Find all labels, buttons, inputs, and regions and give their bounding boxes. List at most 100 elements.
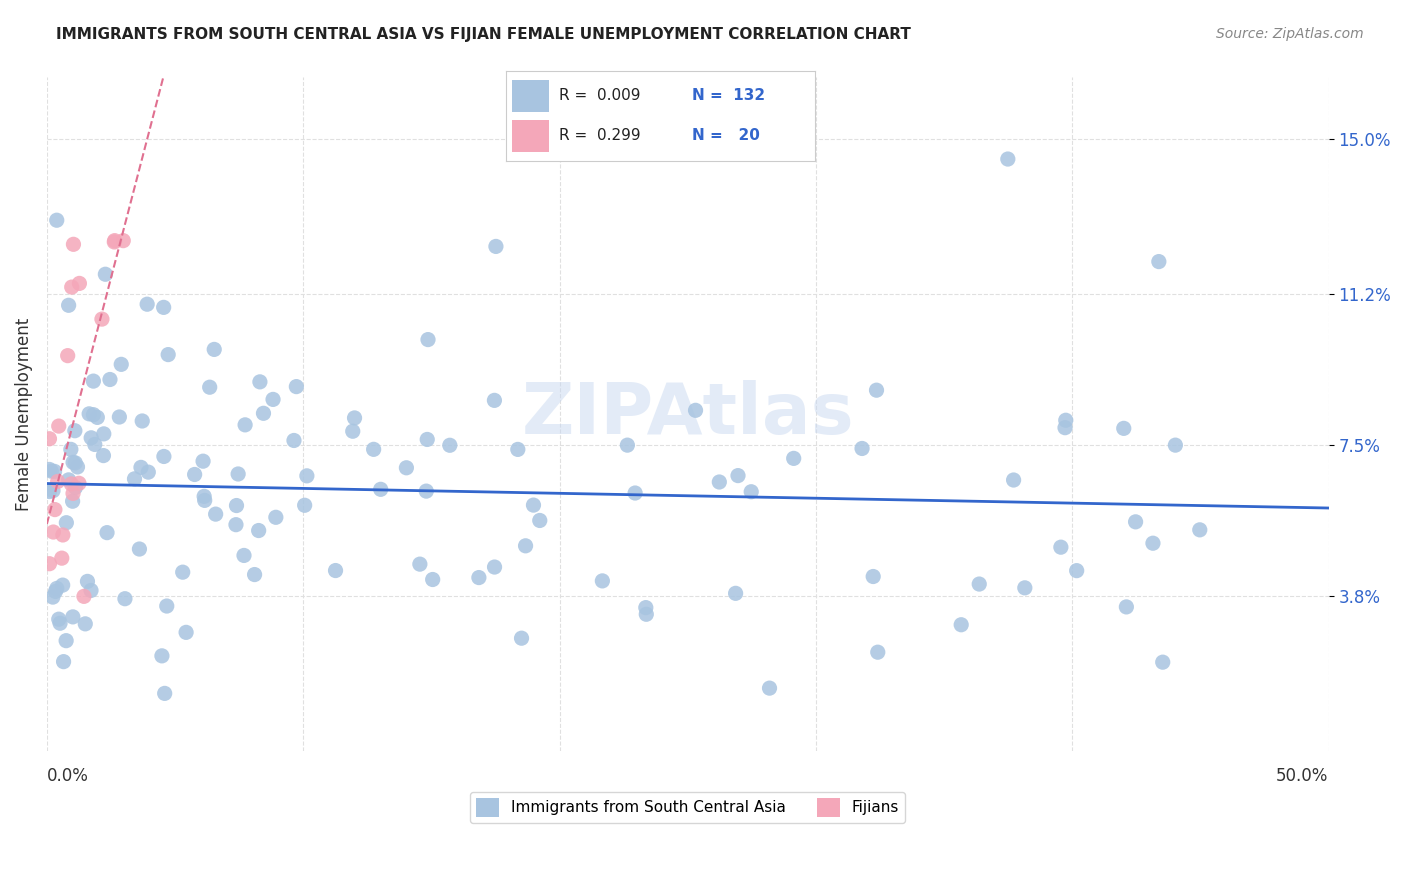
Immigrants from South Central Asia [468,571,491,585]
Immigrants from South Central Asia [1014,581,1036,595]
Immigrants from South Central Asia [55,516,77,530]
Text: R =  0.009: R = 0.009 [558,88,640,103]
Text: 0.0%: 0.0% [46,767,89,786]
Fijians [60,477,83,491]
Fijians [52,528,75,542]
Immigrants from South Central Asia [709,475,731,489]
Immigrants from South Central Asia [48,612,70,626]
Fijians [67,277,90,291]
Immigrants from South Central Asia [484,560,506,574]
Fijians [62,486,84,500]
Immigrants from South Central Asia [515,539,537,553]
Immigrants from South Central Asia [52,578,75,592]
Immigrants from South Central Asia [65,481,87,495]
Immigrants from South Central Asia [83,437,105,451]
Immigrants from South Central Asia [343,411,366,425]
Immigrants from South Central Asia [1152,655,1174,669]
Immigrants from South Central Asia [124,472,146,486]
Immigrants from South Central Asia [416,333,439,347]
Immigrants from South Central Asia [93,449,115,463]
Immigrants from South Central Asia [1147,254,1170,268]
Immigrants from South Central Asia [58,298,80,312]
Immigrants from South Central Asia [294,498,316,512]
Immigrants from South Central Asia [225,499,247,513]
Immigrants from South Central Asia [80,431,103,445]
Immigrants from South Central Asia [415,484,437,499]
Immigrants from South Central Asia [45,213,67,227]
Immigrants from South Central Asia [1115,599,1137,614]
Immigrants from South Central Asia [183,467,205,482]
Immigrants from South Central Asia [80,583,103,598]
Legend: Immigrants from South Central Asia, Fijians: Immigrants from South Central Asia, Fiji… [470,792,905,822]
Immigrants from South Central Asia [62,455,84,469]
Immigrants from South Central Asia [77,407,100,421]
Immigrants from South Central Asia [62,610,84,624]
Immigrants from South Central Asia [1053,420,1076,434]
Fijians [67,476,90,491]
Immigrants from South Central Asia [41,464,63,478]
Immigrants from South Central Asia [52,655,75,669]
Immigrants from South Central Asia [1164,438,1187,452]
Immigrants from South Central Asia [950,617,973,632]
Immigrants from South Central Asia [1125,515,1147,529]
Immigrants from South Central Asia [66,459,89,474]
Immigrants from South Central Asia [522,498,544,512]
Text: IMMIGRANTS FROM SOUTH CENTRAL ASIA VS FIJIAN FEMALE UNEMPLOYMENT CORRELATION CHA: IMMIGRANTS FROM SOUTH CENTRAL ASIA VS FI… [56,27,911,42]
Immigrants from South Central Asia [243,567,266,582]
Immigrants from South Central Asia [82,408,104,422]
Immigrants from South Central Asia [58,473,80,487]
Immigrants from South Central Asia [152,301,174,315]
Text: Source: ZipAtlas.com: Source: ZipAtlas.com [1216,27,1364,41]
Immigrants from South Central Asia [485,239,508,253]
Immigrants from South Central Asia [1054,413,1077,427]
FancyBboxPatch shape [512,80,550,112]
Fijians [112,234,135,248]
Immigrants from South Central Asia [264,510,287,524]
Text: N =   20: N = 20 [692,128,759,143]
Immigrants from South Central Asia [616,438,638,452]
Immigrants from South Central Asia [624,486,647,500]
Immigrants from South Central Asia [370,483,392,497]
Immigrants from South Central Asia [865,383,887,397]
Immigrants from South Central Asia [591,574,613,588]
Immigrants from South Central Asia [226,467,249,481]
Immigrants from South Central Asia [156,599,179,613]
Immigrants from South Central Asia [150,648,173,663]
Immigrants from South Central Asia [98,372,121,386]
Immigrants from South Central Asia [409,557,432,571]
Text: 50.0%: 50.0% [1277,767,1329,786]
Immigrants from South Central Asia [247,524,270,538]
Immigrants from South Central Asia [202,343,225,357]
Immigrants from South Central Asia [93,426,115,441]
Immigrants from South Central Asia [740,484,762,499]
Immigrants from South Central Asia [967,577,990,591]
Immigrants from South Central Asia [75,616,97,631]
Immigrants from South Central Asia [198,380,221,394]
Immigrants from South Central Asia [342,424,364,438]
Immigrants from South Central Asia [233,549,256,563]
Immigrants from South Central Asia [283,434,305,448]
Immigrants from South Central Asia [63,424,86,438]
Immigrants from South Central Asia [506,442,529,457]
Immigrants from South Central Asia [131,414,153,428]
Immigrants from South Central Asia [233,417,256,432]
Immigrants from South Central Asia [204,507,226,521]
Immigrants from South Central Asia [862,569,884,583]
Immigrants from South Central Asia [55,633,77,648]
Fijians [42,524,65,539]
Immigrants from South Central Asia [262,392,284,407]
Immigrants from South Central Asia [783,451,806,466]
Immigrants from South Central Asia [65,456,87,470]
Fijians [103,235,125,249]
Fijians [48,419,70,434]
Immigrants from South Central Asia [295,468,318,483]
Immigrants from South Central Asia [193,489,215,503]
Immigrants from South Central Asia [86,410,108,425]
Immigrants from South Central Asia [1112,421,1135,435]
Immigrants from South Central Asia [44,584,66,599]
Immigrants from South Central Asia [45,582,67,596]
Immigrants from South Central Asia [395,460,418,475]
Immigrants from South Central Asia [174,625,197,640]
Immigrants from South Central Asia [252,406,274,420]
Immigrants from South Central Asia [136,465,159,479]
